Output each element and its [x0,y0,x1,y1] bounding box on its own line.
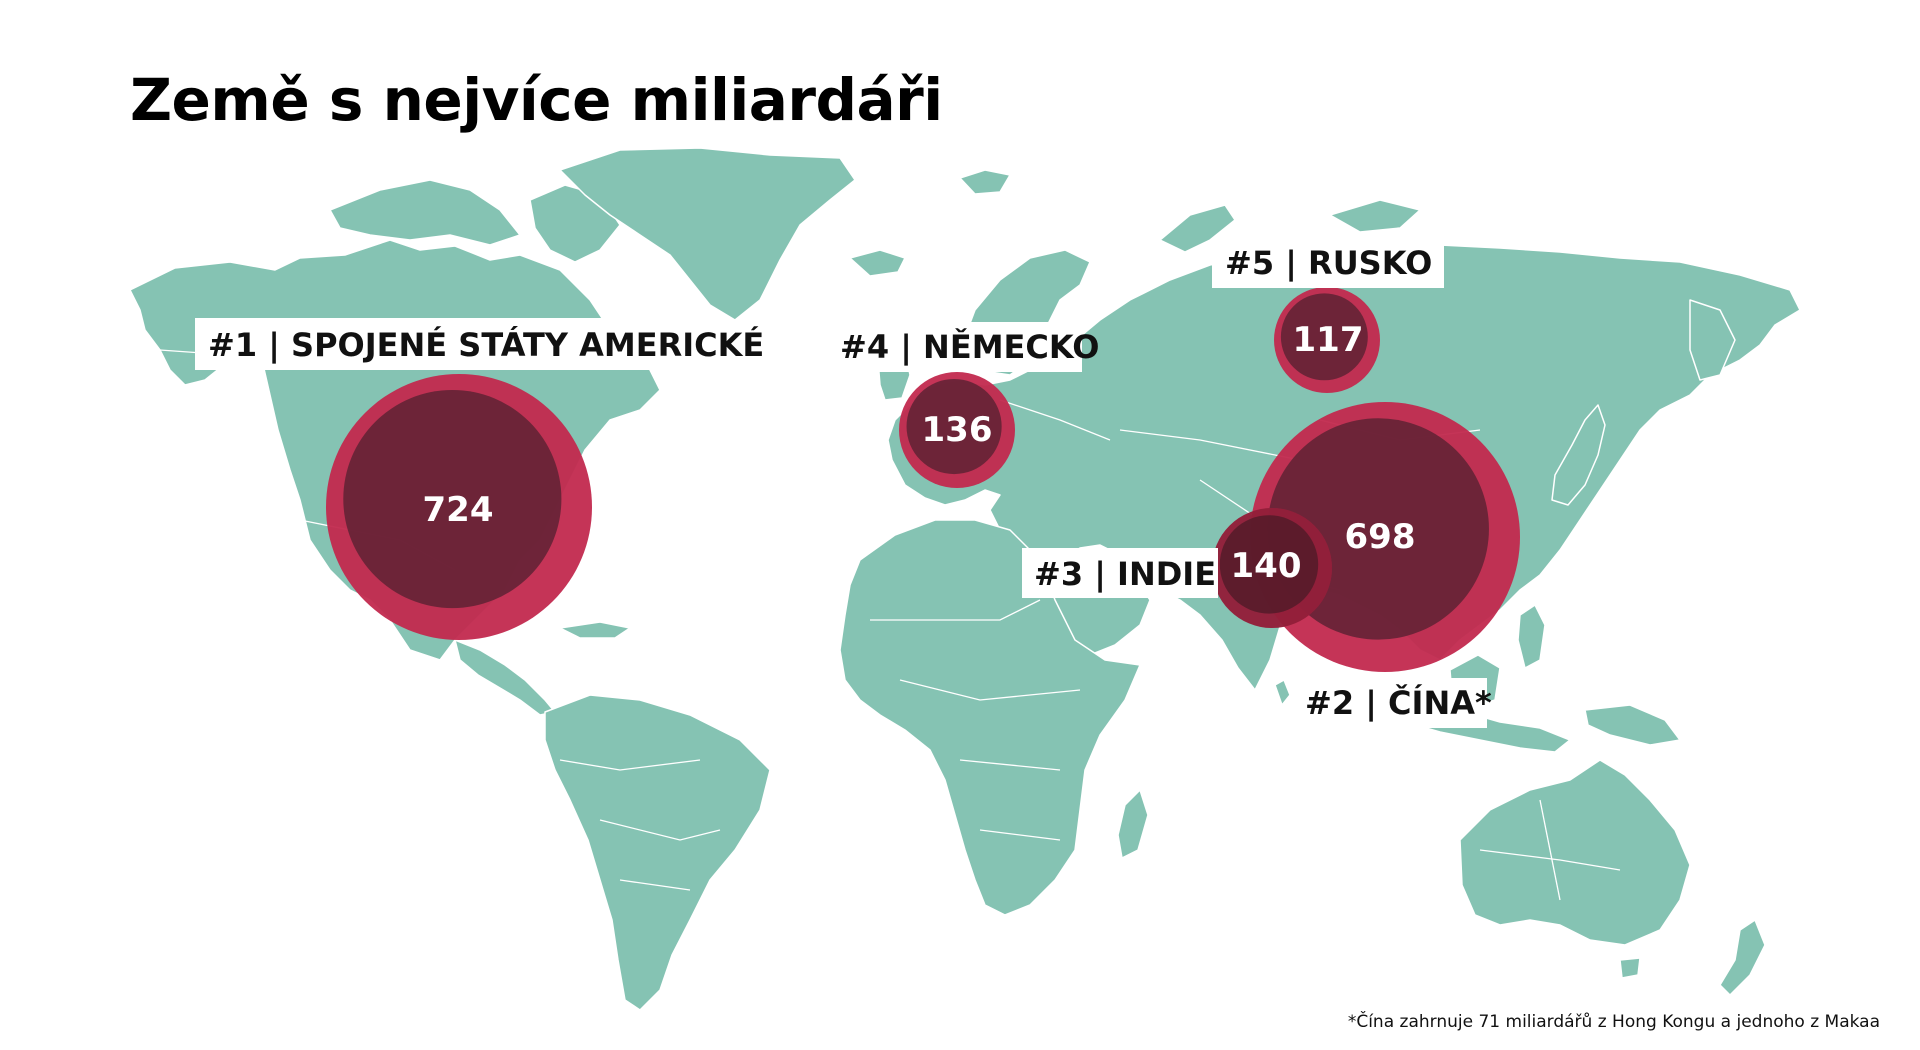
sri-lanka-shape [1274,679,1291,706]
bubble-india-shade [1219,515,1319,614]
footnote: *Čína zahrnuje 71 miliardářů z Hong Kong… [1347,1012,1880,1032]
label-india-text: #3 | INDIE [1034,555,1216,594]
new-guinea-shape [1584,704,1681,746]
philippines-shape [1517,604,1546,669]
label-russia-box [1212,238,1444,288]
label-germany-box [828,322,1082,372]
page-title: Země s nejvíce miliardáři [130,66,943,134]
arctic-islands-shape [329,179,521,246]
new-zealand-shape [1719,919,1766,996]
bubble-india-overlap [1212,508,1332,628]
bubbles-layer: 724 698 140 136 117 [326,287,1520,672]
label-russia: #5 | RUSKO [1212,238,1444,288]
bubble-germany-value: 136 [922,410,993,450]
label-russia-text: #5 | RUSKO [1225,244,1432,283]
label-germany: #4 | NĚMECKO [828,322,1099,372]
kamchatka-shape [1689,299,1736,381]
madagascar-shape [1117,789,1149,859]
label-usa-box [195,318,713,370]
greenland-shape [559,147,856,321]
label-china-box [1293,678,1487,728]
bubble-india [1212,508,1332,628]
bubble-russia [1274,287,1380,393]
label-usa: #1 | SPOJENÉ STÁTY AMERICKÉ [195,318,764,370]
svalbard-shape [959,169,1011,195]
bubble-russia-shade [1280,293,1368,381]
bubble-india-value: 140 [1231,546,1302,586]
japan-shape [1551,404,1606,506]
south-america-shape [544,694,771,1011]
severnaya-shape [1329,199,1421,233]
iceland-shape [849,249,906,277]
label-china-text: #2 | ČÍNA* [1305,683,1492,723]
caribbean-shape [559,621,631,639]
bubble-usa-value: 724 [423,490,494,530]
novaya-zemlya-shape [1159,204,1236,253]
label-usa-text: #1 | SPOJENÉ STÁTY AMERICKÉ [208,326,764,365]
bubble-usa-shade [343,389,562,609]
bubble-germany [899,372,1015,488]
central-america-shape [454,639,556,716]
tasmania-shape [1619,957,1641,979]
label-china: #2 | ČÍNA* [1293,678,1492,728]
bubble-germany-shade [906,378,1002,475]
label-india-box [1022,548,1218,598]
australia-shape [1459,759,1691,946]
label-india: #3 | INDIE [1022,548,1218,598]
label-germany-text: #4 | NĚMECKO [840,328,1099,367]
bubble-china-value: 698 [1345,517,1416,557]
bubble-usa [326,374,592,640]
bubble-russia-value: 117 [1293,320,1364,360]
